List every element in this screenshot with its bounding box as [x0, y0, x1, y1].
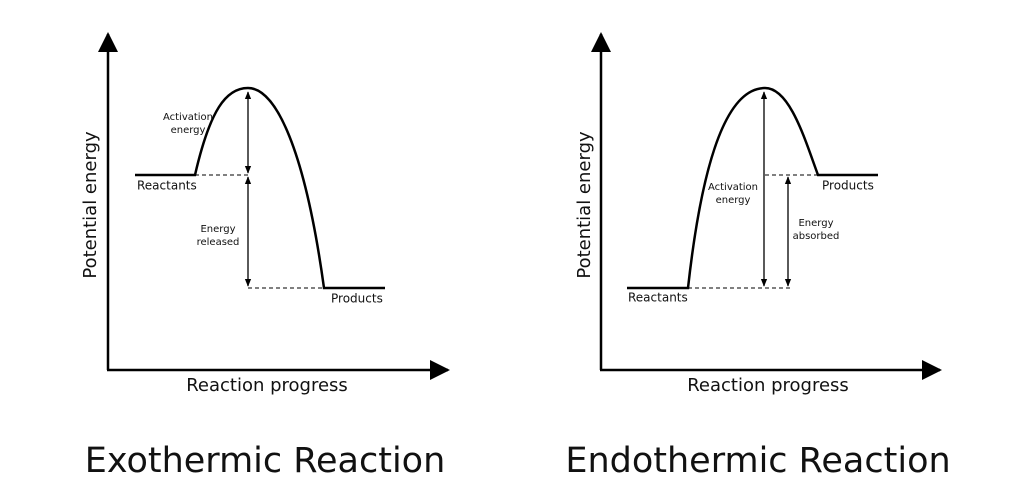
label: released: [197, 237, 240, 248]
products-label: Products: [331, 292, 383, 306]
products-label: Products: [822, 179, 874, 193]
reactants-label: Reactants: [137, 179, 197, 193]
label: energy: [716, 195, 751, 206]
exothermic-diagram: Activation energy Energy released Reacta…: [80, 32, 450, 481]
label: Activation: [708, 182, 758, 193]
y-axis-label: Potential energy: [80, 131, 101, 279]
reactants-label: Reactants: [628, 291, 688, 305]
x-axis-label: Reaction progress: [687, 375, 849, 396]
energy-curve: [627, 86, 878, 290]
label: Energy: [798, 218, 833, 229]
label: energy: [171, 125, 206, 136]
title: Exothermic Reaction: [85, 441, 446, 481]
title: Endothermic Reaction: [565, 441, 950, 481]
y-axis-label: Potential energy: [574, 131, 595, 279]
energy-curve: [135, 86, 385, 290]
label: Energy: [200, 224, 235, 235]
x-axis-label: Reaction progress: [186, 375, 348, 396]
label: Activation: [163, 112, 213, 123]
label: absorbed: [793, 231, 840, 242]
endothermic-diagram: Activation energy Energy absorbed Reacta…: [565, 32, 951, 481]
